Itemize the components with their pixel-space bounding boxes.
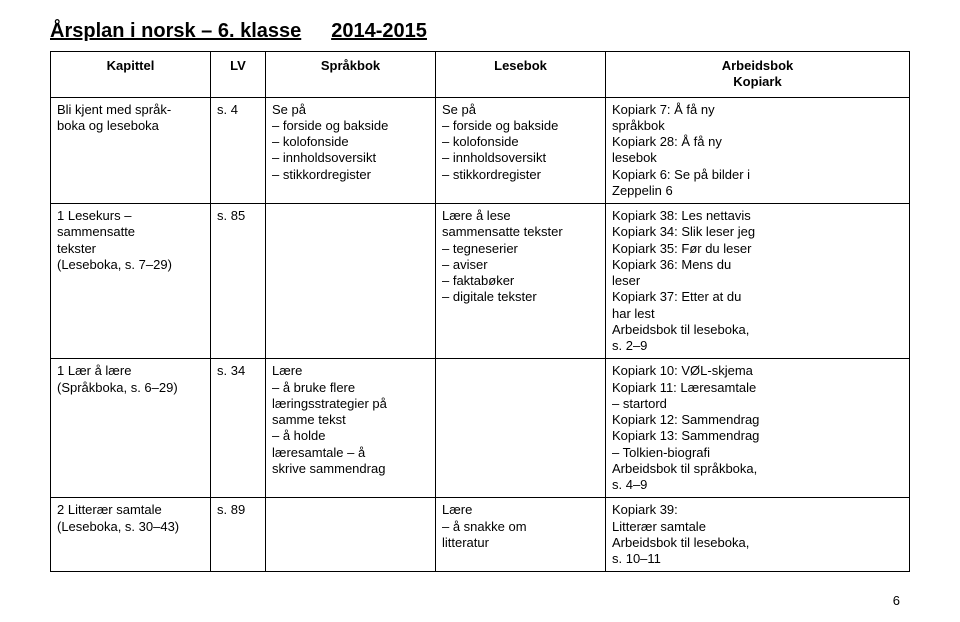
cell-lesebok: Se på– forside og bakside– kolofonside– … xyxy=(436,97,606,204)
cell-lv: s. 34 xyxy=(211,359,266,498)
cell-arbeidsbok: Kopiark 7: Å få nyspråkbokKopiark 28: Å … xyxy=(606,97,910,204)
table-row: Bli kjent med språk-boka og leseboka s. … xyxy=(51,97,910,204)
cell-lv: s. 89 xyxy=(211,498,266,572)
col-arbeidsbok: Arbeidsbok Kopiark xyxy=(606,52,910,98)
cell-arbeidsbok: Kopiark 38: Les nettavisKopiark 34: Slik… xyxy=(606,204,910,359)
page-number: 6 xyxy=(893,593,900,608)
title-year: 2014-2015 xyxy=(331,20,427,42)
col-kapittel: Kapittel xyxy=(51,52,211,98)
cell-kapittel: 1 Lesekurs –sammensattetekster(Leseboka,… xyxy=(51,204,211,359)
cell-lesebok: Lære– å snakke omlitteratur xyxy=(436,498,606,572)
plan-table: Kapittel LV Språkbok Lesebok Arbeidsbok … xyxy=(50,51,910,572)
cell-sprakbok xyxy=(266,498,436,572)
arbeidsbok-line2: Kopiark xyxy=(610,74,905,90)
cell-lv: s. 4 xyxy=(211,97,266,204)
cell-kapittel: Bli kjent med språk-boka og leseboka xyxy=(51,97,211,204)
cell-sprakbok xyxy=(266,204,436,359)
table-header-row: Kapittel LV Språkbok Lesebok Arbeidsbok … xyxy=(51,52,910,98)
table-body: Bli kjent med språk-boka og leseboka s. … xyxy=(51,97,910,572)
cell-lesebok: Lære å lesesammensatte tekster– tegneser… xyxy=(436,204,606,359)
arbeidsbok-line1: Arbeidsbok xyxy=(610,58,905,74)
cell-sprakbok: Se på– forside og bakside– kolofonside– … xyxy=(266,97,436,204)
cell-sprakbok: Lære– å bruke flerelæringsstrategier pås… xyxy=(266,359,436,498)
cell-kapittel: 1 Lær å lære(Språkboka, s. 6–29) xyxy=(51,359,211,498)
cell-lesebok xyxy=(436,359,606,498)
page: Årsplan i norsk – 6. klasse 2014-2015 Kap… xyxy=(0,0,960,622)
cell-kapittel: 2 Litterær samtale(Leseboka, s. 30–43) xyxy=(51,498,211,572)
col-sprakbok: Språkbok xyxy=(266,52,436,98)
table-row: 1 Lesekurs –sammensattetekster(Leseboka,… xyxy=(51,204,910,359)
cell-arbeidsbok: Kopiark 10: VØL-skjemaKopiark 11: Læresa… xyxy=(606,359,910,498)
cell-lv: s. 85 xyxy=(211,204,266,359)
title-main: Årsplan i norsk – 6. klasse xyxy=(50,20,301,42)
col-lv: LV xyxy=(211,52,266,98)
cell-arbeidsbok: Kopiark 39:Litterær samtaleArbeidsbok ti… xyxy=(606,498,910,572)
table-row: 2 Litterær samtale(Leseboka, s. 30–43) s… xyxy=(51,498,910,572)
page-title: Årsplan i norsk – 6. klasse 2014-2015 xyxy=(50,20,910,43)
table-row: 1 Lær å lære(Språkboka, s. 6–29) s. 34 L… xyxy=(51,359,910,498)
col-lesebok: Lesebok xyxy=(436,52,606,98)
